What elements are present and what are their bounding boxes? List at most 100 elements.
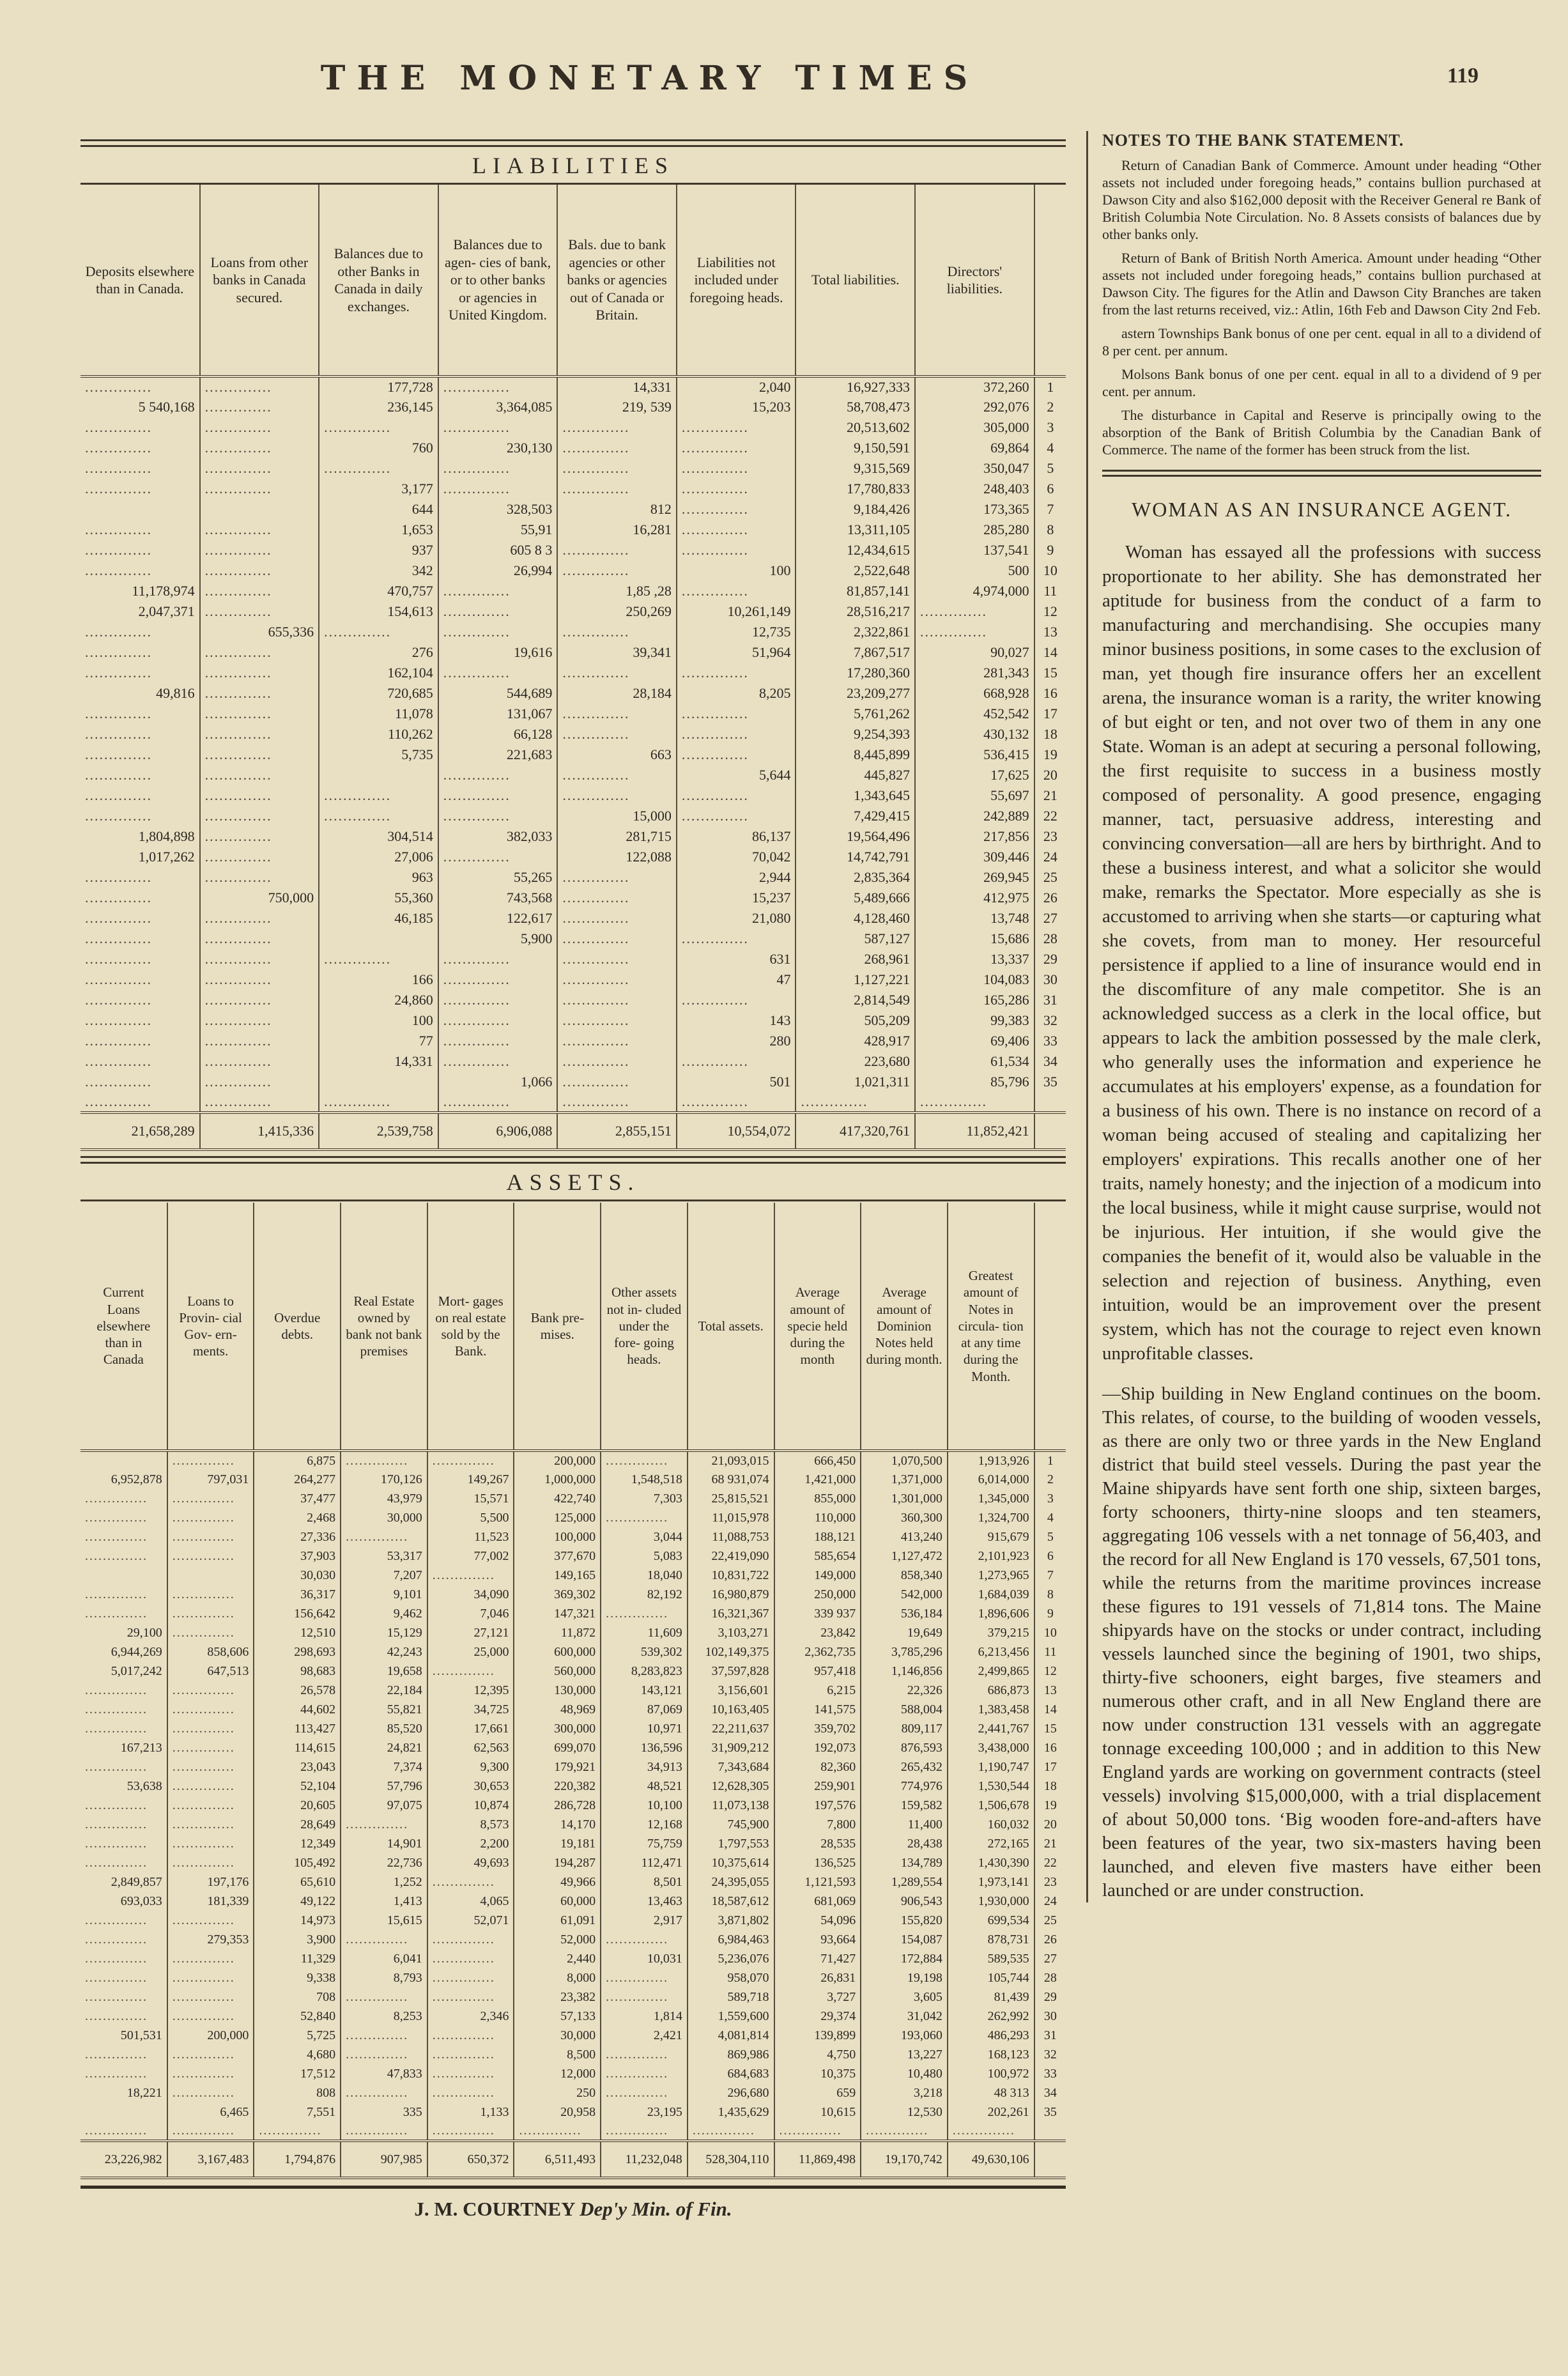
table-row: 18,221.............. 808.................… — [81, 2083, 1066, 2102]
table-cell: 9,101 — [340, 1585, 427, 1604]
table-cell: 99,383 — [914, 1010, 1034, 1031]
table-cell: .............. — [85, 562, 152, 578]
row-number-cell: 32 — [1033, 2045, 1066, 2064]
table-cell: .............. — [557, 929, 677, 949]
table-cell: 7,800 — [773, 1815, 861, 1834]
table-cell: 1,973,141 — [946, 1872, 1034, 1892]
row-number-cell: 26 — [1033, 1930, 1066, 1949]
table-cell — [81, 1566, 167, 1585]
table-body: .............. 6,875.....................… — [81, 1451, 1066, 2141]
table-cell: 248,403 — [914, 479, 1034, 499]
table-cell: .............. — [340, 2083, 427, 2102]
table-cell: 6,215 — [773, 1681, 861, 1700]
table-cell: 7,046 — [426, 1604, 514, 1623]
table-cell: 47 — [675, 969, 796, 990]
table-row: 5,017,242 647,513 98,683 19,658............… — [81, 1662, 1066, 1681]
table-cell: .............. — [199, 929, 319, 949]
row-number-cell: 13 — [1033, 622, 1066, 642]
table-cell: 30,030 — [253, 1566, 341, 1585]
table-cell: .............. — [318, 622, 438, 642]
table-cell: 5,500 — [426, 1508, 514, 1527]
total-cell: 49,630,106 — [946, 2140, 1034, 2179]
table-cell: 81,439 — [946, 1987, 1034, 2007]
table-row: 49,816.............. 720,685 544,689 28,184… — [81, 683, 1066, 704]
table-cell: .............. — [166, 1489, 254, 1508]
shipbuilding-body: —Ship building in New England continues … — [1102, 1382, 1541, 1902]
table-row: ........................................… — [81, 806, 1066, 826]
table-cell: 200,000 — [166, 2026, 254, 2045]
table-cell: 3,900 — [253, 1930, 341, 1949]
table-cell: 1,146,856 — [860, 1662, 948, 1681]
table-cell: 6,041 — [340, 1949, 427, 1968]
row-number-cell: 18 — [1033, 1777, 1066, 1796]
table-cell: 2,441,767 — [946, 1719, 1034, 1738]
table-cell: .............. — [318, 417, 438, 438]
table-cell: 159,582 — [860, 1796, 948, 1815]
table-cell: 2,522,648 — [795, 560, 916, 581]
table-cell: .............. — [166, 1815, 254, 1834]
table-cell: .............. — [85, 2066, 148, 2081]
table-cell: .............. — [199, 704, 319, 724]
table-cell: .............. — [85, 665, 152, 681]
table-row: ............................ 113,427 85,52… — [81, 1719, 1066, 1738]
table-cell: 430,132 — [914, 724, 1034, 744]
table-cell: 300,000 — [513, 1719, 601, 1738]
table-cell: 230,130 — [437, 438, 558, 458]
table-cell: .............. — [557, 1010, 677, 1031]
table-cell: .............. — [85, 440, 152, 456]
table-cell: .............. — [557, 417, 677, 438]
table-cell: 48 313 — [946, 2083, 1034, 2102]
table-cell: .............. — [85, 644, 152, 660]
table-cell: 22,736 — [340, 1853, 427, 1872]
table-row: ............................ 1,653 55,91 16… — [81, 520, 1066, 540]
table-cell: 51,964 — [675, 642, 796, 663]
table-cell: 1,252 — [340, 1872, 427, 1892]
table-cell: .............. — [340, 1930, 427, 1949]
table-cell: 12,168 — [600, 1815, 688, 1834]
table-cell: .............. — [426, 2045, 514, 2064]
table-cell: 1,070,500 — [860, 1451, 948, 1470]
table-row: ............................ 11,329 6,041.… — [81, 1949, 1066, 1968]
table-cell: .............. — [437, 847, 558, 867]
table-cell: 57,796 — [340, 1777, 427, 1796]
table-cell: 4,750 — [773, 2045, 861, 2064]
table-cell: .............. — [600, 2045, 688, 2064]
total-cell: 11,852,421 — [914, 1111, 1034, 1151]
table-cell: 166 — [318, 969, 438, 990]
table-cell: 97,075 — [340, 1796, 427, 1815]
table-cell: .............. — [600, 1508, 688, 1527]
table-cell: 53,638 — [127, 1778, 162, 1793]
table-cell: 262,992 — [946, 2007, 1034, 2026]
article-title: WOMAN AS AN INSURANCE AGENT. — [1132, 498, 1512, 521]
table-row: ........................................… — [81, 765, 1066, 785]
table-cell: 8,573 — [426, 1815, 514, 1834]
row-number-cell: 32 — [1033, 1010, 1066, 1031]
table-cell: 19,181 — [513, 1834, 601, 1853]
column-header: Bals. due to bank agencies or other bank… — [557, 185, 677, 378]
table-cell: .............. — [675, 499, 796, 520]
table-cell: 10,874 — [426, 1796, 514, 1815]
table-cell: 24,395,055 — [686, 1872, 774, 1892]
row-number-cell: 23 — [1033, 826, 1066, 847]
table-cell: 268,961 — [795, 949, 916, 969]
table-cell: 112,471 — [600, 1853, 688, 1872]
table-cell: 100 — [318, 1010, 438, 1031]
row-number-cell: 16 — [1033, 1738, 1066, 1757]
table-cell: .............. — [166, 2064, 254, 2083]
table-row: ............................ 14,973 15,615… — [81, 1911, 1066, 1930]
assets-section-title: ASSETS. — [506, 1169, 640, 1195]
table-cell: 122,617 — [437, 908, 558, 929]
table-cell: 13,227 — [860, 2045, 948, 2064]
table-cell: .............. — [600, 2064, 688, 2083]
table-cell: 242,889 — [914, 806, 1034, 826]
row-number-cell: 12 — [1033, 1662, 1066, 1681]
row-number-cell: 19 — [1033, 1796, 1066, 1815]
table-cell: .............. — [85, 2009, 148, 2023]
row-number-cell: 34 — [1033, 2083, 1066, 2102]
table-cell: .............. — [426, 1662, 514, 1681]
table-cell: 12,510 — [253, 1623, 341, 1642]
table-cell: 87,069 — [600, 1700, 688, 1719]
table-row: ............................ 44,602 55,821… — [81, 1700, 1066, 1719]
table-cell: 5,761,262 — [795, 704, 916, 724]
table-cell: 500 — [914, 560, 1034, 581]
